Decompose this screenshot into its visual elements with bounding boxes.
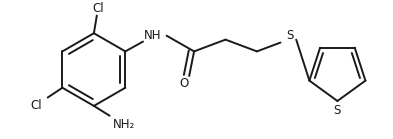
Text: Cl: Cl	[92, 2, 104, 15]
Text: S: S	[334, 104, 341, 117]
Text: NH: NH	[144, 29, 162, 42]
Text: NH₂: NH₂	[113, 118, 136, 131]
Text: O: O	[180, 77, 189, 90]
Text: S: S	[286, 29, 294, 42]
Text: Cl: Cl	[30, 99, 42, 112]
